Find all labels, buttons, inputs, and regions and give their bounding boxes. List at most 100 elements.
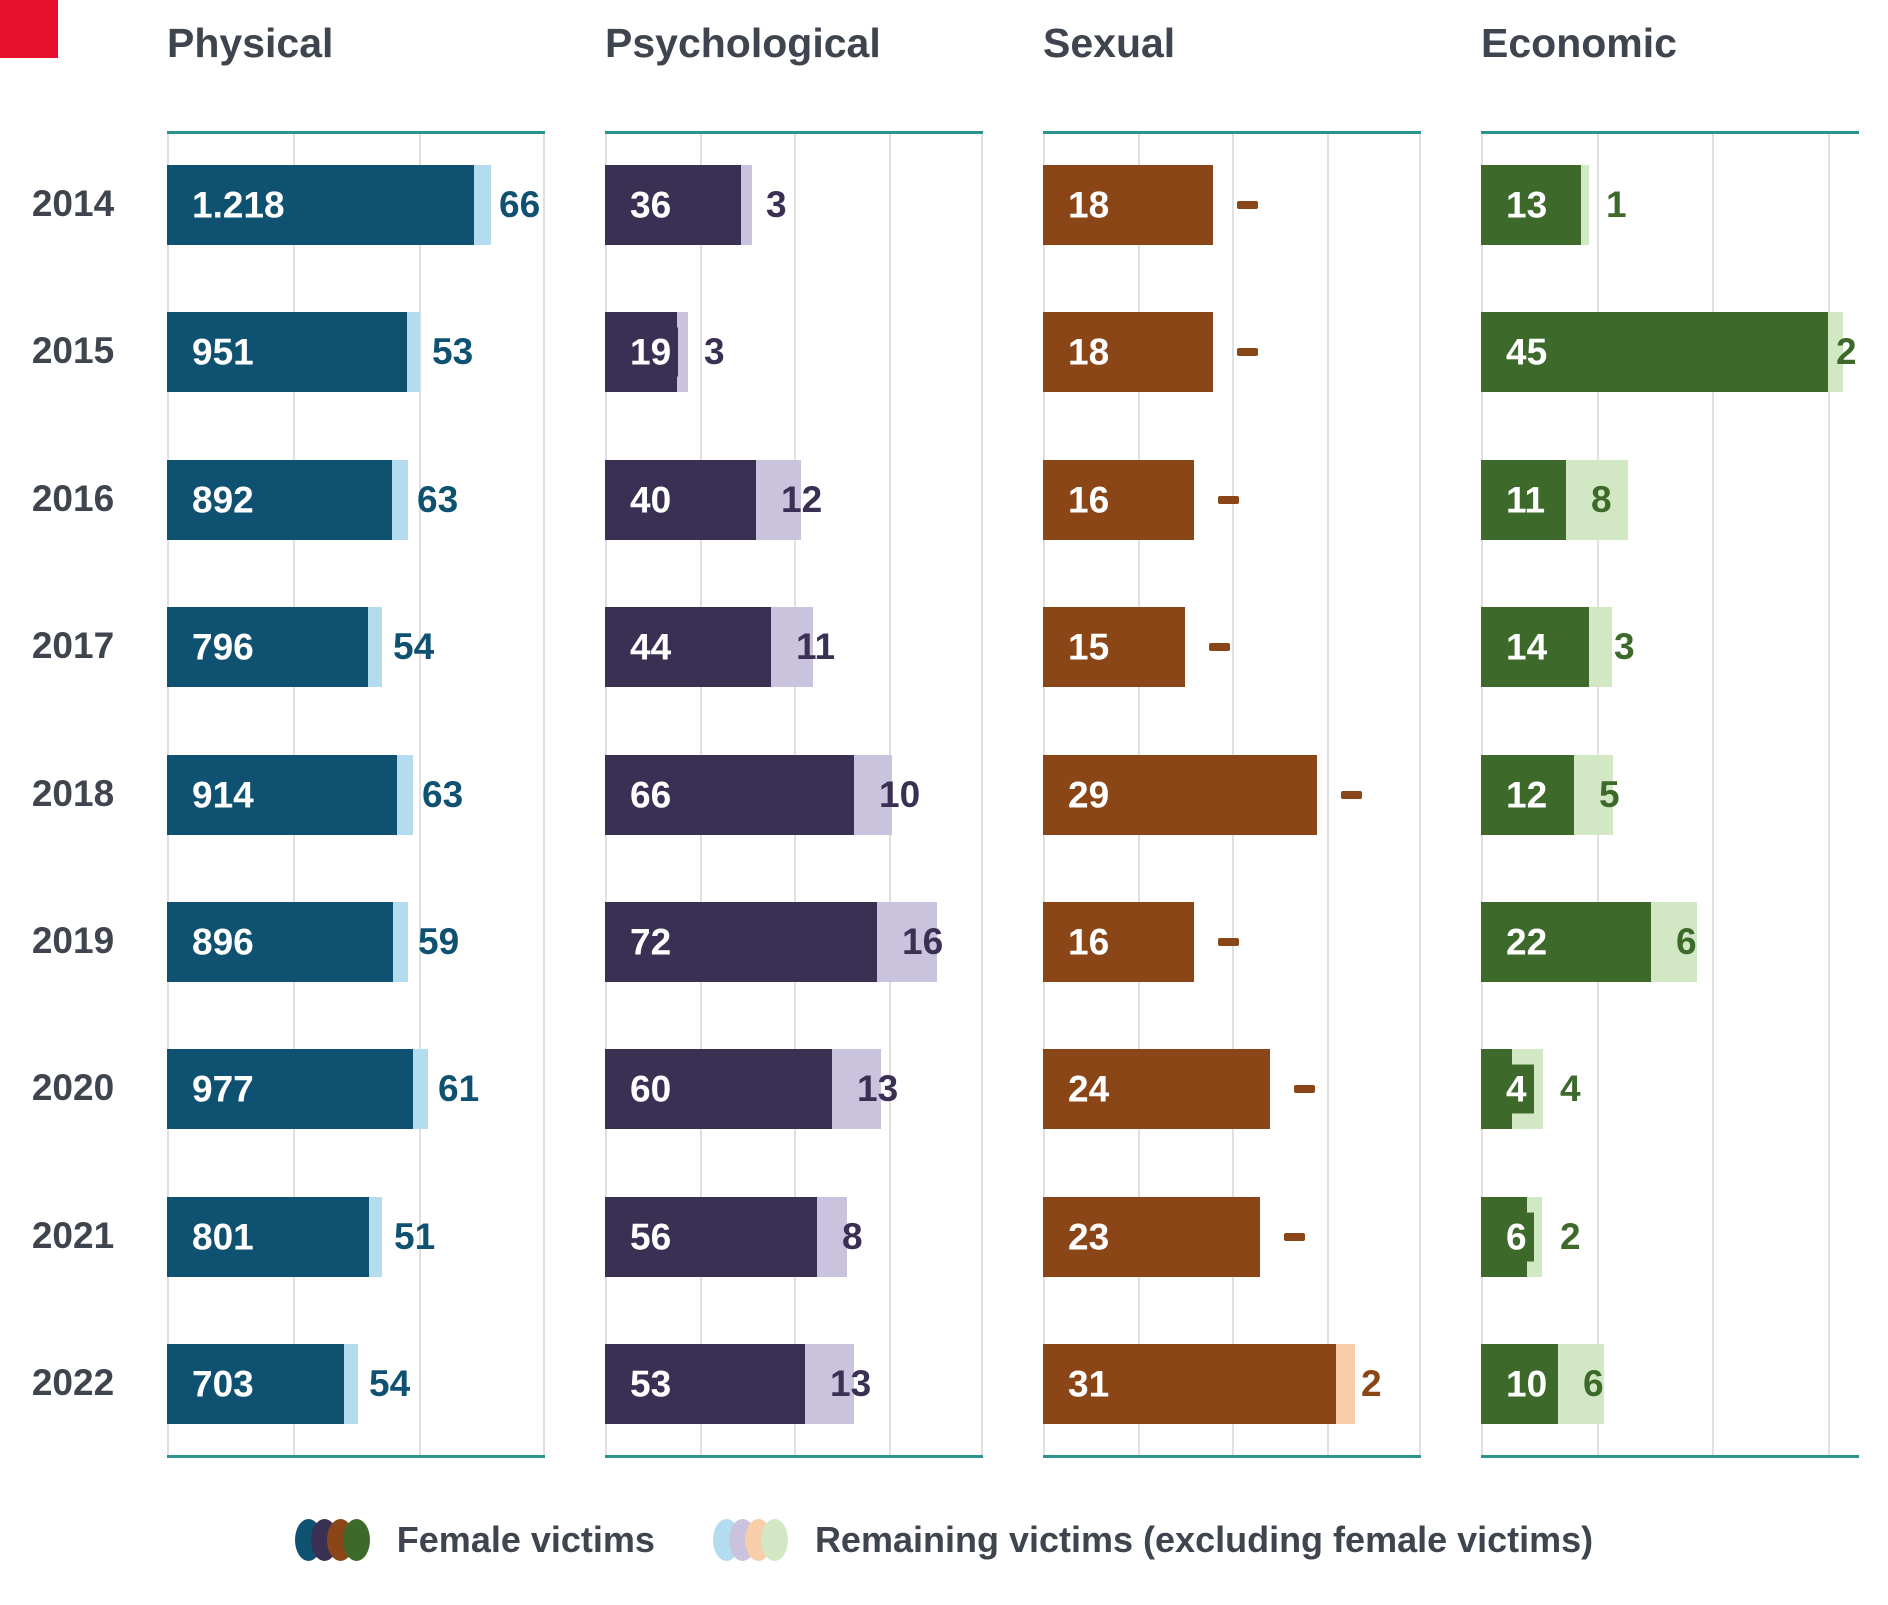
- remaining-value-label: 59: [418, 920, 460, 962]
- remaining-value-label: 54: [393, 626, 435, 668]
- bar-row-psychological-2015: 19 3: [605, 312, 983, 393]
- bar-row-psychological-2017: 44 11: [605, 607, 983, 688]
- column-header-economic: Economic: [1481, 20, 1677, 66]
- remaining-bar: [474, 164, 491, 245]
- remaining-value-label: 53: [432, 331, 474, 373]
- bar-row-sexual-2017: 15: [1043, 607, 1421, 688]
- bar-row-sexual-2015: 18: [1043, 312, 1421, 393]
- gridline: [1419, 131, 1421, 1458]
- remaining-value-label: 8: [842, 1215, 863, 1257]
- bar-row-physical-2016: 892 63: [167, 459, 545, 540]
- gridline: [1327, 131, 1329, 1458]
- remaining-value-label: 63: [417, 478, 459, 520]
- female-value-label: 40: [623, 475, 679, 525]
- female-value-label: 31: [1061, 1359, 1117, 1409]
- year-label-2015: 2015: [31, 330, 115, 372]
- year-label-2014: 2014: [31, 182, 115, 224]
- female-value-label: 10: [1499, 1359, 1555, 1409]
- remaining-dash: [1237, 348, 1258, 357]
- bar-row-sexual-2018: 29: [1043, 754, 1421, 835]
- year-label-2017: 2017: [31, 625, 115, 667]
- female-value-label: 66: [623, 770, 679, 819]
- bar-row-sexual-2022: 31 2: [1043, 1344, 1421, 1425]
- column-header-sexual: Sexual: [1043, 20, 1176, 66]
- bar-row-physical-2017: 796 54: [167, 607, 545, 688]
- bar-row-physical-2014: 1.218 66: [167, 164, 545, 245]
- remaining-dash: [1341, 790, 1362, 799]
- bar-row-economic-2017: 14 3: [1481, 607, 1859, 688]
- bar-row-economic-2018: 12 5: [1481, 754, 1859, 835]
- remaining-bar: [413, 1049, 428, 1130]
- remaining-value-label: 51: [394, 1215, 436, 1257]
- remaining-value-label: 13: [857, 1068, 899, 1110]
- gridline: [1828, 131, 1830, 1458]
- remaining-bar: [1574, 754, 1613, 835]
- female-value-label: 53: [623, 1359, 679, 1409]
- remaining-dash: [1294, 1085, 1315, 1094]
- female-value-label: 18: [1061, 327, 1117, 377]
- bar-row-sexual-2021: 23: [1043, 1196, 1421, 1277]
- female-value-label: 18: [1061, 180, 1117, 230]
- axis-bottom-line: [605, 1455, 983, 1458]
- year-label-2016: 2016: [31, 477, 115, 519]
- bar-row-physical-2021: 801 51: [167, 1196, 545, 1277]
- axis-top-line: [167, 131, 545, 134]
- female-value-label: 14: [1499, 622, 1555, 672]
- remaining-value-label: 13: [830, 1363, 872, 1405]
- remaining-bar: [397, 754, 413, 835]
- female-value-label: 896: [185, 917, 261, 967]
- bar-row-physical-2019: 896 59: [167, 901, 545, 982]
- female-value-label: 16: [1061, 917, 1117, 967]
- female-value-label: 914: [185, 770, 261, 819]
- year-label-2020: 2020: [31, 1067, 115, 1109]
- remaining-bar: [393, 901, 408, 982]
- remaining-bar: [741, 164, 752, 245]
- remaining-value-label: 63: [422, 773, 464, 815]
- bar-row-physical-2022: 703 54: [167, 1344, 545, 1425]
- remaining-bar: [1589, 607, 1612, 688]
- legend-female-swatches: [294, 1519, 370, 1561]
- remaining-dash: [1209, 643, 1230, 652]
- legend-remaining-label: Remaining victims (excluding female vict…: [814, 1519, 1594, 1560]
- red-corner-mark: [0, 0, 58, 58]
- bar-row-sexual-2020: 24: [1043, 1049, 1421, 1130]
- remaining-value-label: 66: [499, 183, 541, 225]
- female-value-label: 11: [1499, 475, 1553, 525]
- remaining-value-label: 6: [1583, 1363, 1604, 1405]
- legend-remaining-swatches: [712, 1519, 788, 1561]
- gridline: [1712, 131, 1714, 1458]
- remaining-bar: [1566, 459, 1628, 540]
- remaining-value-label: 3: [1614, 626, 1635, 668]
- female-value-label: 72: [623, 917, 679, 967]
- remaining-bar: [832, 1049, 881, 1130]
- bar-row-psychological-2020: 60 13: [605, 1049, 983, 1130]
- female-value-label: 60: [623, 1064, 679, 1114]
- axis-bottom-line: [1043, 1455, 1421, 1458]
- axis-top-line: [1481, 131, 1859, 134]
- remaining-value-label: 54: [369, 1363, 411, 1405]
- female-value-label: 36: [623, 180, 679, 230]
- column-header-physical: Physical: [167, 20, 334, 66]
- remaining-value-label: 4: [1560, 1068, 1581, 1110]
- female-value-label: 45: [1499, 327, 1555, 377]
- female-value-label: 56: [623, 1212, 679, 1262]
- remaining-bar: [392, 459, 408, 540]
- remaining-value-label: 2: [1836, 331, 1857, 373]
- bar-row-psychological-2019: 72 16: [605, 901, 983, 982]
- remaining-value-label: 61: [438, 1068, 480, 1110]
- bar-row-economic-2015: 45 2: [1481, 312, 1859, 393]
- remaining-value-label: 1: [1606, 183, 1627, 225]
- remaining-bar: [1336, 1344, 1355, 1425]
- remaining-value-label: 6: [1676, 920, 1697, 962]
- bar-row-physical-2015: 951 53: [167, 312, 545, 393]
- bar-row-sexual-2016: 16: [1043, 459, 1421, 540]
- remaining-value-label: 3: [704, 331, 725, 373]
- bar-row-psychological-2018: 66 10: [605, 754, 983, 835]
- remaining-bar: [805, 1344, 854, 1425]
- remaining-bar: [1651, 901, 1697, 982]
- female-swatch-3: [342, 1519, 370, 1561]
- female-value-label: 23: [1061, 1212, 1117, 1262]
- gridline: [543, 131, 545, 1458]
- bar-row-psychological-2016: 40 12: [605, 459, 983, 540]
